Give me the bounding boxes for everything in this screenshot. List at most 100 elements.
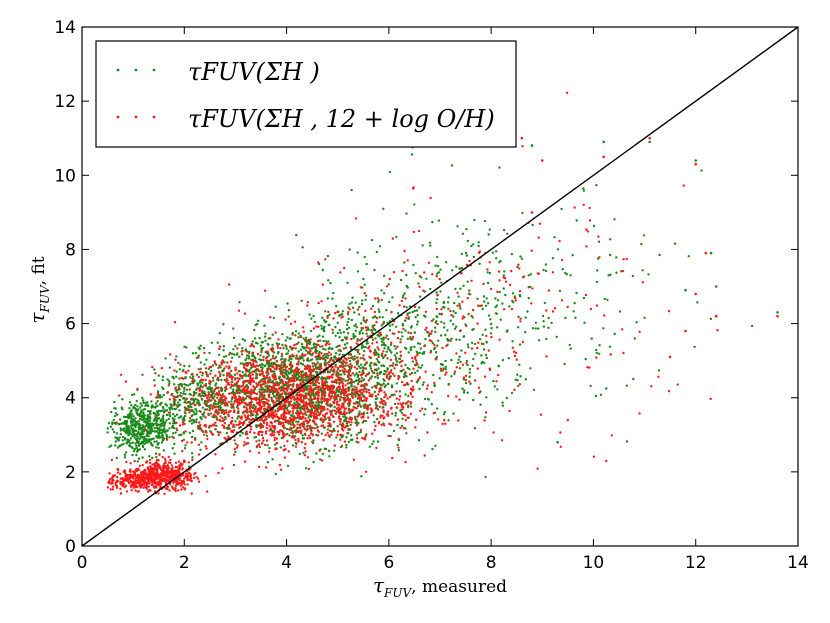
series-1-point: [132, 415, 135, 418]
series-2-point: [135, 477, 138, 480]
series-2-point: [399, 426, 402, 430]
series-1-point: [152, 437, 155, 440]
series-2-point: [206, 490, 209, 493]
series-1-point: [165, 435, 169, 438]
series-1-point: [387, 434, 390, 438]
series-1-point: [127, 440, 130, 444]
series-2-point: [328, 370, 331, 374]
series-2-point: [155, 486, 158, 489]
series-1-point: [168, 427, 171, 430]
series-2-point: [391, 412, 394, 415]
series-1-point: [625, 384, 628, 387]
series-1-point: [383, 372, 386, 376]
series-1-point: [282, 371, 286, 374]
series-1-point: [545, 337, 548, 341]
series-1-point: [196, 398, 199, 402]
series-1-point: [368, 403, 371, 406]
series-1-point: [157, 427, 161, 430]
series-2-point: [338, 359, 342, 363]
series-2-point: [107, 481, 110, 484]
series-2-point: [279, 347, 282, 350]
series-2-point: [368, 391, 371, 395]
series-1-point: [378, 335, 381, 338]
series-1-point: [233, 353, 236, 356]
series-1-point: [444, 333, 447, 337]
series-1-point: [350, 318, 353, 322]
series-1-point: [410, 153, 414, 156]
series-2-point: [622, 258, 625, 261]
series-1-point: [278, 395, 282, 398]
series-2-point: [286, 409, 289, 412]
series-1-point: [317, 357, 320, 360]
series-2-point: [371, 432, 374, 435]
series-1-point: [161, 434, 164, 437]
series-1-point: [354, 395, 357, 398]
series-2-point: [307, 377, 311, 381]
series-2-point: [157, 459, 160, 462]
series-1-point: [239, 362, 242, 365]
series-1-point: [407, 331, 410, 334]
series-1-point: [361, 357, 365, 360]
series-1-point: [222, 323, 225, 326]
series-1-point: [236, 352, 239, 355]
series-1-point: [203, 392, 207, 395]
series-2-point: [164, 466, 167, 469]
series-1-point: [336, 389, 339, 392]
series-1-point: [150, 406, 153, 409]
series-1-point: [390, 386, 394, 389]
series-2-point: [132, 483, 135, 486]
series-2-point: [299, 373, 303, 376]
series-1-point: [286, 370, 290, 373]
series-2-point: [290, 397, 293, 400]
series-1-point: [504, 293, 507, 297]
series-1-point: [318, 334, 321, 337]
series-1-point: [235, 385, 239, 388]
series-2-point: [221, 416, 224, 420]
series-1-point: [200, 441, 203, 444]
series-1-point: [143, 420, 146, 423]
series-2-point: [145, 461, 148, 464]
series-2-point: [122, 479, 125, 483]
series-1-point: [334, 325, 337, 329]
series-1-point: [325, 381, 329, 384]
series-1-point: [356, 421, 359, 425]
series-2-point: [447, 394, 450, 398]
series-1-point: [168, 422, 171, 425]
series-2-point: [456, 291, 459, 294]
series-2-point: [142, 476, 145, 479]
series-1-point: [480, 354, 483, 357]
series-1-point: [410, 371, 414, 375]
series-1-point: [279, 358, 283, 361]
series-1-point: [357, 402, 360, 405]
series-1-point: [182, 392, 185, 395]
series-1-point: [136, 460, 139, 463]
series-1-point: [450, 337, 453, 340]
series-2-point: [436, 294, 439, 297]
series-2-point: [291, 412, 295, 415]
series-1-point: [420, 276, 423, 279]
series-1-point: [218, 375, 222, 378]
series-2-point: [492, 431, 495, 434]
series-1-point: [125, 425, 128, 428]
series-2-point: [190, 398, 193, 401]
series-1-point: [220, 401, 223, 405]
series-1-point: [232, 388, 235, 391]
series-1-point: [361, 393, 365, 397]
series-2-point: [383, 355, 386, 358]
series-2-point: [161, 473, 165, 476]
series-1-point: [219, 405, 222, 408]
series-1-point: [429, 287, 432, 291]
series-1-point: [498, 261, 501, 264]
series-1-point: [354, 301, 357, 304]
series-1-point: [494, 297, 497, 300]
series-2-point: [187, 471, 191, 475]
series-1-point: [230, 356, 234, 360]
series-2-point: [180, 488, 183, 491]
series-2-point: [365, 382, 368, 385]
series-2-point: [159, 479, 163, 482]
series-1-point: [189, 393, 192, 396]
series-1-point: [447, 419, 450, 422]
series-2-point: [265, 466, 268, 469]
series-1-point: [287, 309, 291, 312]
series-1-point: [196, 401, 199, 404]
